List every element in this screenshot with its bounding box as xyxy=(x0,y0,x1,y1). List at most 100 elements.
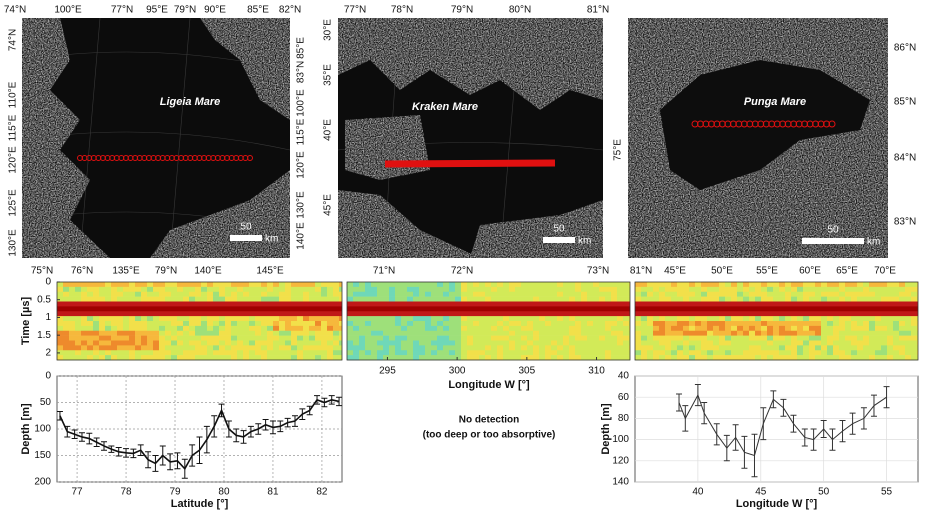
radargram-pixel xyxy=(69,296,75,302)
radargram-pixel xyxy=(297,301,303,307)
error-bar xyxy=(801,428,808,447)
radargram-pixel xyxy=(863,316,869,322)
radargram-pixel xyxy=(141,311,147,317)
map-coord-label: 76°N xyxy=(71,266,93,277)
radargram-pixel xyxy=(455,296,461,302)
radargram-pixel xyxy=(785,330,791,336)
radargram-pixel xyxy=(111,330,117,336)
radargram-pixel xyxy=(869,321,875,327)
radargram-pixel xyxy=(443,291,449,297)
radargram-pixel xyxy=(407,286,413,293)
radargram-pixel xyxy=(377,286,383,293)
radargram-pixel xyxy=(237,306,243,312)
radargram-pixel xyxy=(479,335,485,341)
radargram-pixel xyxy=(485,311,491,317)
radargram-pixel xyxy=(63,301,69,307)
map-coord-label: 125°E xyxy=(8,189,19,217)
radargram-pixel xyxy=(683,301,689,307)
radargram-pixel xyxy=(671,321,677,327)
radargram-pixel xyxy=(737,355,743,361)
radargram-pixel xyxy=(875,291,881,297)
radargram-pixel xyxy=(653,330,659,336)
radargram-pixel xyxy=(533,301,539,307)
radargram-pixel xyxy=(635,316,641,322)
radargram-pixel xyxy=(201,340,207,346)
radargram-pixel xyxy=(153,350,159,356)
radargram-pixel xyxy=(327,311,333,317)
radargram-pixel xyxy=(575,286,581,293)
content: 74°N 100°E 77°N 95°E 79°N 90°E 85°E 82°N75°N 76°… xyxy=(4,5,919,510)
radargram-pixel xyxy=(273,321,279,327)
radargram-pixel xyxy=(635,282,641,288)
map-coord-label: 130°E xyxy=(8,229,19,257)
radargram-pixel xyxy=(515,330,521,336)
radargram-pixel xyxy=(285,340,291,346)
radargram-pixel xyxy=(129,316,135,322)
map-coord-label: 74°N xyxy=(8,29,19,51)
radargram-pixel xyxy=(743,296,749,302)
radargram-pixel xyxy=(899,306,905,312)
radargram-pixel xyxy=(911,301,917,307)
radargram-pixel xyxy=(147,316,153,322)
radargram-pixel xyxy=(893,350,899,356)
radargram-pixel xyxy=(611,311,617,317)
radargram-pixel xyxy=(881,355,887,361)
radargram-pixel xyxy=(611,340,617,346)
radargram-pixel xyxy=(255,350,261,356)
radargram-pixel xyxy=(845,306,851,312)
radargram-pixel xyxy=(159,291,165,297)
radargram-pixel xyxy=(207,335,213,341)
radargram-pixel xyxy=(419,330,425,336)
radargram-pixel xyxy=(377,340,383,346)
error-bar xyxy=(277,420,284,433)
radargram-pixel xyxy=(255,282,261,288)
radargram-pixel xyxy=(545,335,551,341)
radargram-pixel xyxy=(359,282,365,288)
radargram-pixel xyxy=(593,301,599,307)
radargram-pixel xyxy=(201,286,207,293)
radargram-pixel xyxy=(809,350,815,356)
radargram-pixel xyxy=(449,350,455,356)
radargram-pixel xyxy=(539,340,545,346)
radargram-pixel xyxy=(449,330,455,336)
radargram-pixel xyxy=(479,340,485,346)
radargram-pixel xyxy=(785,335,791,341)
radargram-pixel xyxy=(761,282,767,288)
radargram-pixel xyxy=(449,325,455,332)
radargram-pixel xyxy=(189,311,195,317)
radargram-pixel xyxy=(641,306,647,312)
radargram-pixel xyxy=(545,306,551,312)
radargram-pixel xyxy=(707,311,713,317)
radargram-pixel xyxy=(105,355,111,361)
radargram-pixel xyxy=(569,306,575,312)
radargram-pixel xyxy=(237,345,243,351)
radargram-pixel xyxy=(255,286,261,293)
radargram-pixel xyxy=(827,345,833,351)
radargram-pixel xyxy=(533,330,539,336)
radargram-pixel xyxy=(515,291,521,297)
radargram-pixel xyxy=(87,345,93,351)
radargram-pixel xyxy=(87,301,93,307)
radargram-pixel xyxy=(893,291,899,297)
radargram-pixel xyxy=(509,345,515,351)
radargram-pixel xyxy=(347,321,353,327)
radargram-pixel xyxy=(497,340,503,346)
radargram-pixel xyxy=(153,282,159,288)
radargram-pixel xyxy=(869,330,875,336)
radargram-pixel xyxy=(395,325,401,332)
radargram-pixel xyxy=(623,340,629,346)
radargram-pixel xyxy=(911,296,917,302)
error-bar xyxy=(233,428,240,443)
radargram-pixel xyxy=(809,306,815,312)
radargram-pixel xyxy=(671,340,677,346)
radargram-pixel xyxy=(255,301,261,307)
map-coord-label: 85°E xyxy=(296,37,307,59)
radargram-pixel xyxy=(563,311,569,317)
radargram-pixel xyxy=(303,345,309,351)
radargram-pixel xyxy=(273,296,279,302)
radargram-pixel xyxy=(791,321,797,327)
radargram-pixel xyxy=(851,340,857,346)
radargram-pixel xyxy=(749,306,755,312)
radargram-pixel xyxy=(833,321,839,327)
radargram-pixel xyxy=(309,301,315,307)
